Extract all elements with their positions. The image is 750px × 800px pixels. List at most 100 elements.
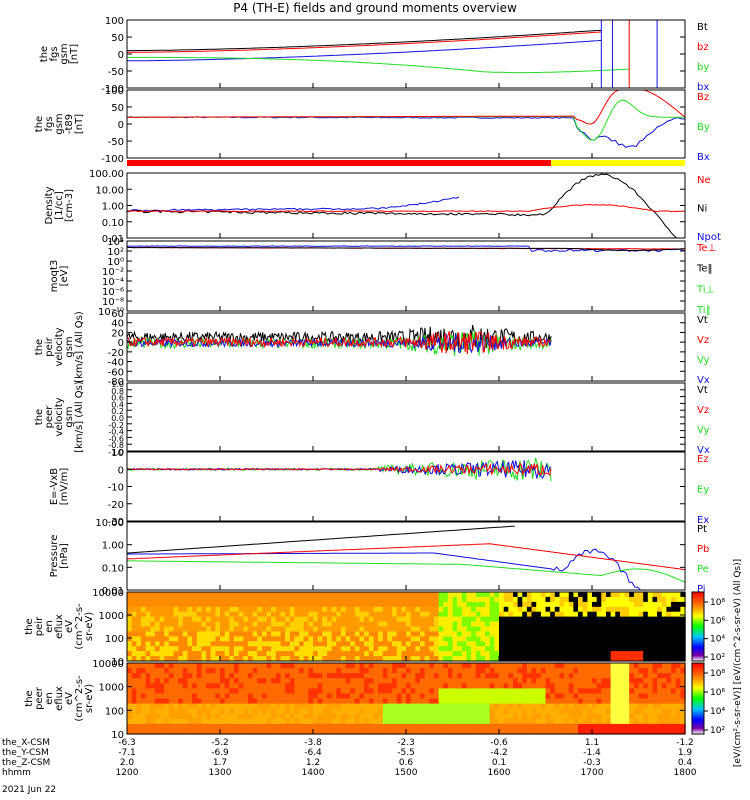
spectrogram-cell [275,718,282,725]
spectrogram-cell [350,636,356,642]
y-axis-label-line: en [44,692,55,705]
spectrogram-cell [317,693,323,700]
spectrogram-cell [178,606,184,613]
spectrogram-cell [317,596,323,603]
spectrogram-cell [271,708,277,715]
spectrogram-cell [666,631,672,637]
spectrogram-cell [485,698,491,705]
spectrogram-cell [280,626,286,632]
spectrogram-cell [382,606,389,613]
spectrogram-cell [522,616,528,623]
spectrogram-cell [299,713,305,720]
spectrogram-cell [438,596,444,603]
spectrogram-cell [196,673,203,679]
spectrogram-cell [201,683,207,689]
spectrogram-cell [406,663,412,669]
legend-item-Vy: Vy [697,355,710,366]
spectrogram-cell [224,636,230,642]
spectrogram-cell [526,673,533,679]
spectrogram-cell [196,601,203,608]
spectrogram-cell [596,678,602,684]
spectrogram-cell [396,636,402,642]
spectrogram-cell [229,708,235,715]
spectrogram-cell [266,693,272,700]
spectrogram-cell [164,611,170,618]
spectrogram-cell [480,673,486,679]
spectrogram-cell [647,636,654,642]
spectrogram-cell [410,673,416,679]
spectrogram-cell [554,718,561,725]
spectrogram-cell [420,601,426,608]
spectrogram-cell [624,621,630,628]
spectrogram-cell [127,641,133,647]
series-Vz [126,330,552,355]
spectrogram-cell [145,651,151,657]
spectrogram-cell [252,601,258,608]
spectrogram-cell [554,688,561,695]
spectrogram-cell [457,683,463,689]
spectrogram-cell [215,626,221,632]
spectrogram-cell [443,698,449,705]
spectrogram-cell [415,651,421,657]
spectrogram-cell [206,708,212,715]
spectrogram-cell [671,708,677,715]
spectrogram-cell [568,673,575,679]
spectrogram-cell [596,713,602,720]
spectrogram-cell [299,646,305,652]
spectrogram-cell [275,621,282,628]
spectrogram-cell [159,668,165,674]
spectrogram-cell [322,688,328,695]
spectrogram-cell [429,616,435,623]
spectrogram-cell [643,713,649,720]
spectrogram-cell [257,683,263,689]
spectrogram-cell [508,606,514,613]
spectrogram-cell [540,673,547,679]
spectrogram-cell [145,708,151,715]
spectrogram-cell [275,651,282,657]
spectrogram-cell [485,611,491,618]
spectrogram-cell [559,656,565,662]
spectrogram-cell [680,708,686,715]
spectrogram-cell [168,656,175,662]
spectrogram-cell [587,688,593,695]
spectrogram-cell [592,646,598,652]
spectrogram-cell [675,631,681,637]
spectrogram-cell [415,596,421,603]
spectrogram-cell [140,728,147,735]
spectrogram-cell [652,718,658,725]
spectrogram-cell [633,651,640,657]
spectrogram-cell [220,636,226,642]
x-axis-value: 1.2 [306,758,320,768]
spectrogram-cell [187,631,193,637]
spectrogram-cell [410,683,416,689]
spectrogram-cell [280,678,286,684]
spectrogram-cell [182,693,189,700]
spectrogram-cell [182,656,189,662]
spectrogram-cell [545,688,551,695]
spectrogram-cell [313,723,319,730]
spectrogram-cell [559,631,565,637]
spectrogram-cell [601,698,607,705]
spectrogram-cell [327,713,333,720]
spectrogram-cell [652,656,658,662]
spectrogram-cell [196,713,203,720]
spectrogram-cell [368,596,375,603]
spectrogram-cell [643,673,649,679]
spectrogram-cell [345,601,351,608]
spectrogram-cell [522,673,528,679]
spectrogram-cell [252,713,258,720]
spectrogram-cell [322,592,328,598]
spectrogram-cell [420,693,426,700]
spectrogram-cell [206,636,212,642]
spectrogram-cell [433,626,440,632]
colorbar-tick-label: 10² [710,653,725,663]
spectrogram-cell [210,703,216,710]
spectrogram-cell [406,688,412,695]
spectrogram-cell [420,688,426,695]
spectrogram-cell [494,636,500,642]
spectrogram-cell [652,626,658,632]
spectrogram-cell [424,683,430,689]
spectrogram-cell [429,698,435,705]
spectrogram-cell [182,592,189,598]
spectrogram-cell [387,611,393,618]
